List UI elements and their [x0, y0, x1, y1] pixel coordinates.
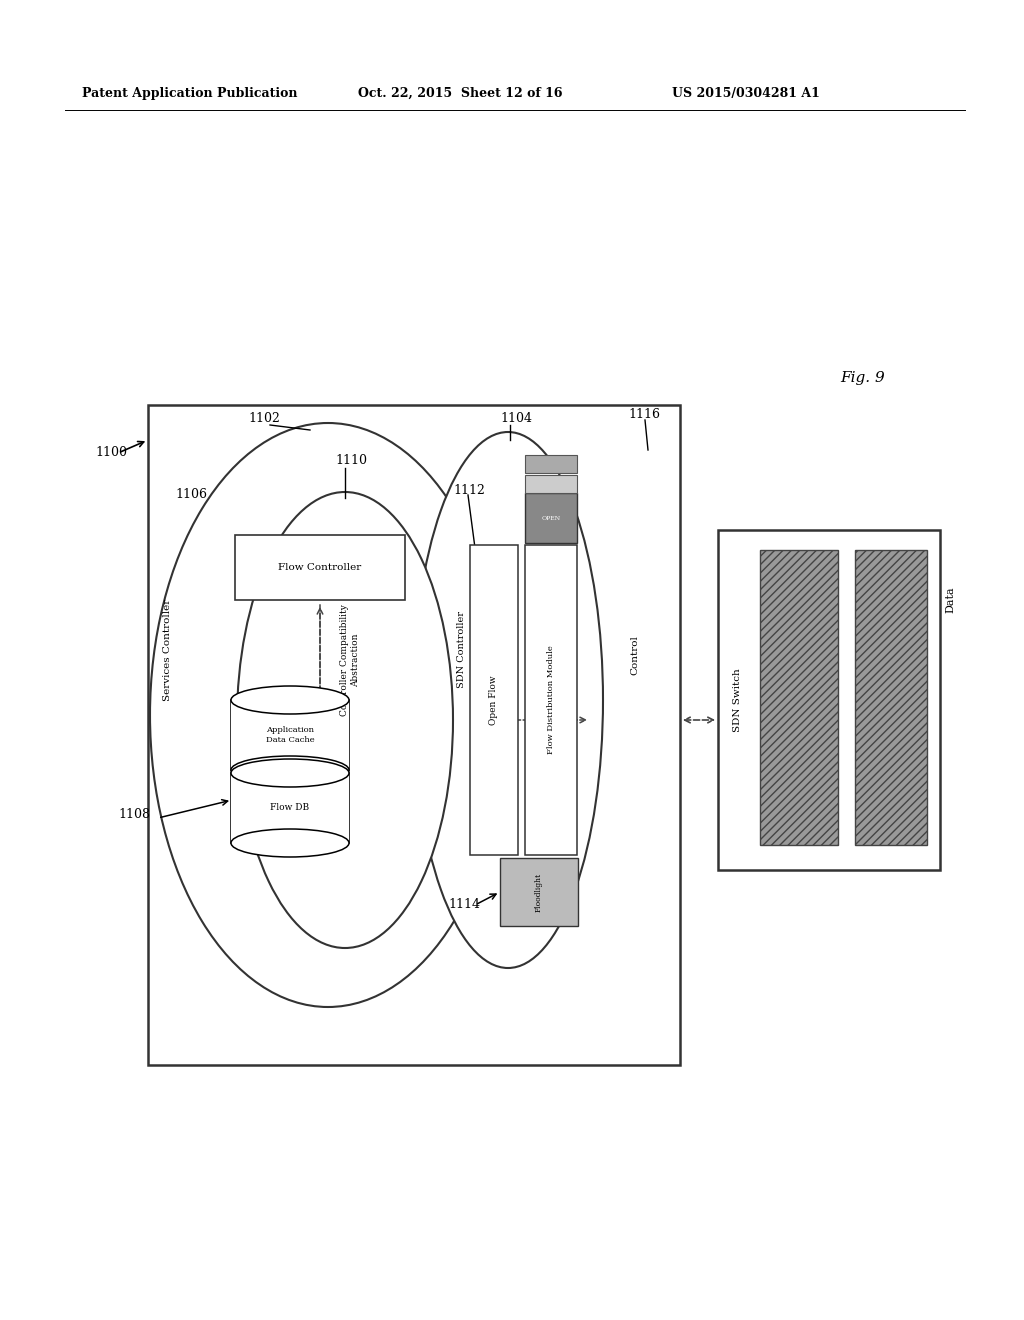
- Bar: [855, 550, 927, 845]
- Text: Flow DB: Flow DB: [270, 804, 309, 813]
- Text: 1108: 1108: [118, 808, 150, 821]
- Bar: [525, 455, 577, 473]
- Bar: [231, 774, 349, 843]
- Ellipse shape: [150, 422, 506, 1007]
- Text: Patent Application Publication: Patent Application Publication: [82, 87, 298, 99]
- Text: OPEN: OPEN: [542, 516, 560, 520]
- Text: Flow Distribution Module: Flow Distribution Module: [547, 645, 555, 754]
- Text: Flow Controller: Flow Controller: [279, 564, 361, 572]
- Text: US 2015/0304281 A1: US 2015/0304281 A1: [672, 87, 820, 99]
- Text: 1106: 1106: [175, 488, 207, 502]
- Text: Fig. 9: Fig. 9: [840, 371, 885, 385]
- Text: 1112: 1112: [453, 483, 485, 496]
- Ellipse shape: [231, 759, 349, 787]
- Text: Application
Data Cache: Application Data Cache: [265, 726, 314, 743]
- Text: 1104: 1104: [500, 412, 532, 425]
- Text: 1100: 1100: [95, 446, 127, 459]
- Bar: [718, 531, 940, 870]
- Text: Control: Control: [631, 635, 640, 675]
- Ellipse shape: [237, 492, 453, 948]
- Text: Open Flow: Open Flow: [489, 676, 499, 725]
- Bar: [525, 492, 577, 543]
- Bar: [148, 405, 680, 1065]
- Bar: [525, 475, 577, 492]
- Ellipse shape: [413, 432, 603, 968]
- Ellipse shape: [231, 829, 349, 857]
- Bar: [470, 545, 518, 855]
- Text: 1114: 1114: [449, 899, 480, 912]
- Text: SDN Switch: SDN Switch: [733, 668, 742, 731]
- Ellipse shape: [231, 686, 349, 714]
- Text: Data: Data: [945, 586, 955, 614]
- Ellipse shape: [231, 756, 349, 784]
- Text: Oct. 22, 2015  Sheet 12 of 16: Oct. 22, 2015 Sheet 12 of 16: [358, 87, 562, 99]
- Bar: [525, 545, 577, 855]
- Text: Controller Compatibility
Abstraction: Controller Compatibility Abstraction: [340, 605, 359, 715]
- Bar: [231, 700, 349, 770]
- Bar: [234, 535, 406, 601]
- Bar: [500, 858, 578, 927]
- Text: 1116: 1116: [628, 408, 660, 421]
- Text: SDN Controller: SDN Controller: [458, 611, 467, 689]
- Text: Floodlight: Floodlight: [535, 873, 543, 912]
- Text: Services Controller: Services Controller: [164, 599, 172, 701]
- Text: 1110: 1110: [335, 454, 367, 466]
- Bar: [760, 550, 838, 845]
- Text: 1102: 1102: [248, 412, 280, 425]
